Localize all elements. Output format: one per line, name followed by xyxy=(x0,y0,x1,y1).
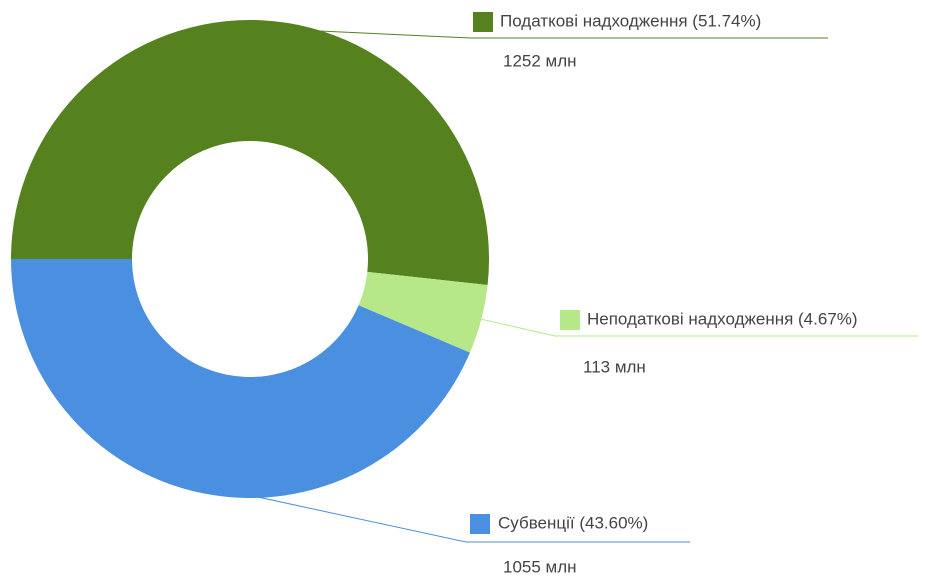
leader-line xyxy=(203,484,467,543)
value-label: 1252 млн xyxy=(503,51,577,70)
value-label: 1055 млн xyxy=(503,557,577,576)
donut-slice xyxy=(10,19,490,286)
leader-line xyxy=(262,27,471,39)
legend-label: Податкові надходження (51.74%) xyxy=(500,11,761,30)
legend-swatch xyxy=(560,310,580,330)
donut-slice xyxy=(358,271,488,353)
legend-swatch xyxy=(473,12,493,32)
legend-label: Субвенції (43.60%) xyxy=(498,513,648,532)
legend-label: Неподаткові надходження (4.67%) xyxy=(587,309,858,328)
legend-swatch xyxy=(470,514,490,534)
leader-line xyxy=(473,316,556,337)
value-label: 113 млн xyxy=(583,357,646,376)
donut-slice xyxy=(11,259,470,498)
